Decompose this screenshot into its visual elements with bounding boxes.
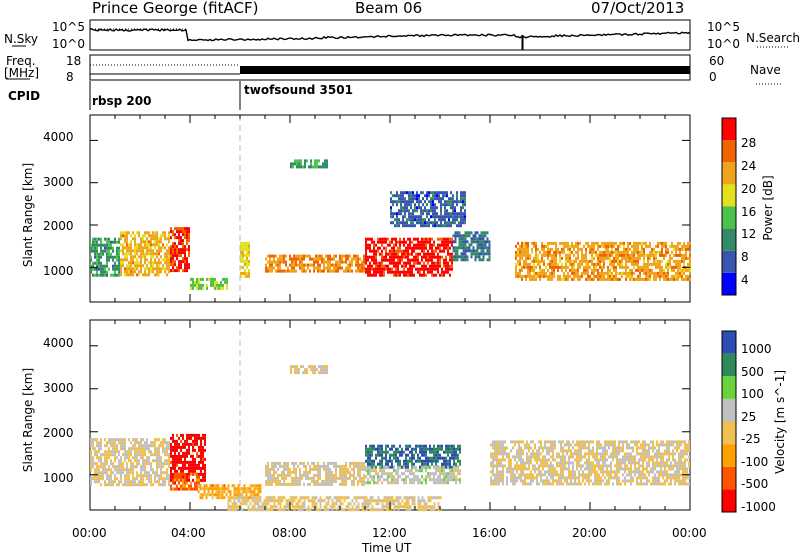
colorbar-cell-1-1 (722, 467, 736, 490)
pcb-tick-4: 4 (741, 274, 749, 286)
colorbar-cell-1-5 (722, 376, 736, 399)
colorbar-cell-0-4 (722, 184, 736, 206)
nsearch-tick-bottom: 10^0 (707, 38, 740, 50)
vcb-tick-m100: -100 (741, 456, 768, 468)
vcb-tick-500: 500 (741, 366, 764, 378)
colorbar-cell-0-1 (722, 251, 736, 273)
date-title: 07/Oct/2013 (591, 1, 684, 16)
pcb-tick-12: 12 (741, 228, 756, 240)
nsearch-label: N.Search (746, 32, 800, 44)
xtick-3: 12:00 (372, 527, 407, 539)
data-region-0-4 (240, 242, 250, 278)
colorbar-cell-1-3 (722, 422, 736, 445)
data-region-1-7 (490, 440, 690, 485)
colorbar-cell-0-0 (722, 273, 736, 295)
nsky-label: N.Sky (4, 33, 38, 45)
power-colorbar-label: Power [dB] (762, 175, 774, 240)
colorbar-cell-0-3 (722, 207, 736, 229)
nsky-series-line (90, 29, 690, 41)
vel-ylabel: Slant Range [km] (22, 368, 34, 472)
data-region-0-2 (170, 227, 190, 272)
vel-ytick-2000: 2000 (43, 427, 74, 439)
colorbar-cell-0-6 (722, 140, 736, 162)
vcb-tick-100: 100 (741, 388, 764, 400)
vel-ytick-3000: 3000 (43, 382, 74, 394)
colorbar-cell-1-0 (722, 489, 736, 512)
power-ytick-2000: 2000 (43, 220, 74, 232)
pcb-tick-24: 24 (741, 160, 756, 172)
data-region-1-5 (365, 445, 461, 469)
freq-tick-bottom: 8 (66, 71, 74, 83)
colorbar-cell-0-2 (722, 229, 736, 251)
vcb-tick-25: 25 (741, 411, 756, 423)
colorbar-cell-0-7 (722, 118, 736, 140)
vcb-tick-m1000: -1000 (741, 501, 776, 513)
power-ytick-3000: 3000 (43, 176, 74, 188)
freq-unit: [MHz] (4, 67, 39, 79)
pcb-tick-20: 20 (741, 183, 756, 195)
power-ytick-4000: 4000 (43, 131, 74, 143)
colorbar-cell-1-6 (722, 354, 736, 377)
data-region-0-5 (265, 255, 365, 273)
freq-tick-top: 18 (66, 55, 81, 67)
nave-tick-bottom: 0 (709, 71, 717, 83)
vel-ytick-1000: 1000 (43, 472, 74, 484)
xlabel: Time UT (362, 542, 411, 554)
nsearch-tick-top: 10^5 (707, 21, 740, 33)
xtick-6: 00:00 (672, 527, 707, 539)
cpid-label: CPID (8, 90, 40, 102)
nave-label: Nave (750, 64, 781, 76)
vcb-tick-m500: -500 (741, 478, 768, 490)
nsky-tick-bottom: 10^0 (52, 38, 85, 50)
xtick-4: 16:00 (472, 527, 507, 539)
xtick-5: 20:00 (572, 527, 607, 539)
colorbar-cell-1-7 (722, 331, 736, 354)
nave-tick-top: 60 (709, 55, 724, 67)
beam-title: Beam 06 (355, 1, 422, 16)
nsky-tick-top: 10^5 (52, 21, 85, 33)
pcb-tick-8: 8 (741, 251, 749, 263)
xtick-1: 04:00 (171, 527, 206, 539)
power-ylabel: Slant Range [km] (22, 163, 34, 267)
velocity-colorbar-label: Velocity [m s^-1] (774, 370, 786, 474)
cpid-mode-1: rbsp 200 (92, 95, 151, 107)
vcb-tick-m25: -25 (741, 433, 761, 445)
colorbar-cell-1-2 (722, 444, 736, 467)
vcb-tick-1000: 1000 (741, 343, 772, 355)
station-title: Prince George (fitACF) (92, 1, 258, 16)
vel-ytick-4000: 4000 (43, 337, 74, 349)
pcb-tick-28: 28 (741, 137, 756, 149)
power-ytick-1000: 1000 (43, 265, 74, 277)
colorbar-cell-1-4 (722, 399, 736, 422)
nave-band (240, 66, 690, 74)
pcb-tick-16: 16 (741, 206, 756, 218)
xtick-0: 00:00 (72, 527, 107, 539)
cpid-mode-2: twofsound 3501 (244, 84, 353, 96)
colorbar-cell-0-5 (722, 162, 736, 184)
xtick-2: 08:00 (272, 527, 307, 539)
